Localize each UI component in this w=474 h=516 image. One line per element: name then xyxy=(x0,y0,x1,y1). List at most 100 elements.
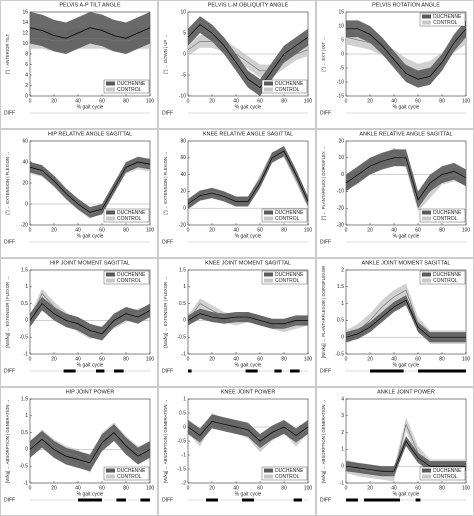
y-tick-label: -1.5 xyxy=(177,466,186,472)
plot-frame xyxy=(187,269,309,355)
diff-bar xyxy=(188,369,192,373)
x-tick-label: 80 xyxy=(281,485,287,491)
x-tick-label: 20 xyxy=(367,485,373,491)
x-axis-label: % gait cycle xyxy=(77,233,104,239)
y-tick-label: 1.5 xyxy=(21,267,28,273)
y-tick-label: 5 xyxy=(183,30,186,36)
diff-bar xyxy=(63,369,76,373)
y-tick-label: 0.5 xyxy=(337,318,344,324)
chart-title: PELVIS A-P TILT ANGLE xyxy=(59,2,121,8)
diff-bar xyxy=(140,498,150,502)
x-axis-label: % gait cycle xyxy=(393,362,420,368)
mean-line xyxy=(29,161,151,213)
y-axis-label: [°] ← EXTENSION | FLEXION → xyxy=(163,151,168,214)
y-tick-label: -0.5 xyxy=(335,351,344,357)
y-tick-label: 1.5 xyxy=(337,284,344,290)
diff-label: DIFF xyxy=(162,239,173,245)
legend-label: CONTROL xyxy=(117,87,142,93)
legend-swatch xyxy=(106,87,115,92)
x-tick-label: 0 xyxy=(29,98,32,104)
diff-label: DIFF xyxy=(4,368,15,374)
legend-label: DUCHENNE xyxy=(117,468,146,474)
y-tick-label: -0.5 xyxy=(177,438,186,444)
x-tick-label: 0 xyxy=(187,98,190,104)
diff-bar xyxy=(116,498,126,502)
diff-bar xyxy=(242,498,254,502)
legend-swatch xyxy=(264,278,273,283)
y-axis-label: [Nm/kg] ← EXTENSOR | FLEXOR → xyxy=(5,276,10,347)
x-tick-label: 100 xyxy=(146,98,155,104)
legend-label: CONTROL xyxy=(117,278,142,284)
y-tick-label: 10 xyxy=(338,23,344,29)
panel: HIP JOINT MOMENT SAGITTAL -1 -0.5 0 0.5 1 1.5 0… xyxy=(0,258,158,387)
y-tick-label: 0 xyxy=(183,424,186,430)
x-tick-label: 20 xyxy=(367,98,373,104)
y-tick-label: 14 xyxy=(22,20,28,26)
y-tick-label: -2 xyxy=(182,480,187,486)
legend-swatch xyxy=(264,210,273,215)
legend-swatch xyxy=(106,81,115,86)
legend-label: DUCHENNE xyxy=(275,81,304,87)
diff-label: DIFF xyxy=(162,368,173,374)
y-tick-label: -20 xyxy=(179,222,186,228)
y-tick-label: -10 xyxy=(337,189,344,195)
y-tick-label: 1 xyxy=(183,396,186,402)
x-axis-label: % gait cycle xyxy=(77,104,104,110)
diff-label: DIFF xyxy=(162,110,173,116)
legend-box xyxy=(103,208,150,223)
panel: KNEE JOINT POWER -2 -1.5 -1 -0.5 0 0.5 1 0 20 40 60… xyxy=(158,387,316,516)
y-tick-label: -5 xyxy=(182,72,187,78)
x-tick-label: 80 xyxy=(439,485,445,491)
y-tick-label: 1 xyxy=(25,413,28,419)
x-tick-label: 0 xyxy=(345,98,348,104)
mean-line xyxy=(29,303,151,335)
x-tick-label: 80 xyxy=(439,98,445,104)
legend-box xyxy=(419,270,466,285)
chart-title: ANKLE JOINT POWER xyxy=(377,389,435,395)
diff-label: DIFF xyxy=(320,239,331,245)
y-tick-label: -1 xyxy=(24,480,29,486)
legend-swatch xyxy=(264,216,273,221)
y-tick-label: 40 xyxy=(22,159,28,165)
legend-label: DUCHENNE xyxy=(117,210,146,216)
mean-line xyxy=(187,313,308,325)
diff-bar xyxy=(418,369,466,373)
y-axis-label: [°] ← PLANTARFLEX | DORSIFLEX → xyxy=(321,146,326,220)
x-tick-label: 20 xyxy=(51,485,57,491)
x-tick-label: 60 xyxy=(257,485,263,491)
x-tick-label: 0 xyxy=(187,227,190,233)
diff-bar xyxy=(206,498,218,502)
mean-line xyxy=(187,24,309,89)
diff-bar xyxy=(78,498,102,502)
x-tick-label: 0 xyxy=(29,356,32,362)
y-tick-label: 0 xyxy=(341,172,344,178)
mean-line xyxy=(345,440,466,472)
x-tick-label: 0 xyxy=(187,485,190,491)
legend-box xyxy=(261,270,308,285)
y-tick-label: 0 xyxy=(341,335,344,341)
y-tick-label: 40 xyxy=(180,172,186,178)
x-tick-label: 100 xyxy=(146,485,155,491)
y-axis-label: [°] ← EXTENSION | FLEXION → xyxy=(5,151,10,214)
panel: PELVIS ROTATION ANGLE -15 -10 -5 0 5 10 15 0 20 40… xyxy=(316,0,474,129)
panel-border xyxy=(0,0,158,129)
legend-label: DUCHENNE xyxy=(117,272,146,278)
legend-swatch xyxy=(422,20,431,25)
panel: KNEE JOINT MOMENT SAGITTAL -1 -0.5 0 0.5 1 1.5… xyxy=(158,258,316,387)
legend-swatch xyxy=(264,81,273,86)
diff-label: DIFF xyxy=(4,239,15,245)
panel-border xyxy=(0,258,158,387)
y-tick-label: -15 xyxy=(337,93,344,99)
legend-swatch xyxy=(106,272,115,277)
y-tick-label: -20 xyxy=(337,206,344,212)
band xyxy=(346,20,466,88)
y-tick-label: 16 xyxy=(22,9,28,15)
diff-bar xyxy=(245,369,258,373)
y-tick-label: 20 xyxy=(338,138,344,144)
legend-label: CONTROL xyxy=(275,87,300,93)
diff-label: DIFF xyxy=(4,110,15,116)
panel: ANKLE RELATIVE ANGLE SAGITTAL -30 -20 -10 0 1… xyxy=(316,129,474,258)
x-tick-label: 80 xyxy=(123,356,129,362)
chart-title: KNEE RELATIVE ANGLE SAGITTAL xyxy=(203,131,293,137)
